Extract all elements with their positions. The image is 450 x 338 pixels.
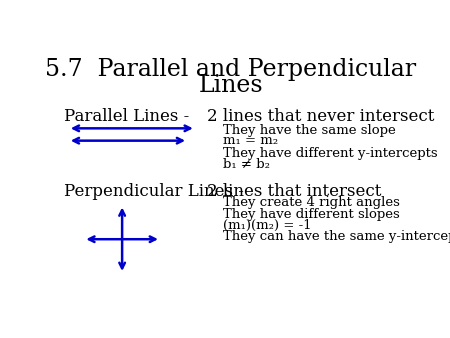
Text: 5.7  Parallel and Perpendicular: 5.7 Parallel and Perpendicular bbox=[45, 57, 416, 80]
Text: They have different y-intercepts: They have different y-intercepts bbox=[223, 147, 437, 160]
Text: 2 lines that intersect: 2 lines that intersect bbox=[207, 183, 382, 200]
Text: They can have the same y-intercept: They can have the same y-intercept bbox=[223, 230, 450, 243]
Text: Parallel Lines -: Parallel Lines - bbox=[64, 108, 189, 125]
Text: They create 4 right angles: They create 4 right angles bbox=[223, 196, 400, 209]
Text: They have the same slope: They have the same slope bbox=[223, 124, 396, 137]
Text: (m₁)(m₂) = -1: (m₁)(m₂) = -1 bbox=[223, 219, 311, 232]
Text: They have different slopes: They have different slopes bbox=[223, 209, 400, 221]
Text: m₁ = m₂: m₁ = m₂ bbox=[223, 135, 278, 147]
Text: Perpendicular Lines -: Perpendicular Lines - bbox=[64, 183, 244, 200]
Text: 2 lines that never intersect: 2 lines that never intersect bbox=[207, 108, 435, 125]
Text: Lines: Lines bbox=[198, 74, 263, 97]
Text: b₁ ≠ b₂: b₁ ≠ b₂ bbox=[223, 158, 270, 171]
